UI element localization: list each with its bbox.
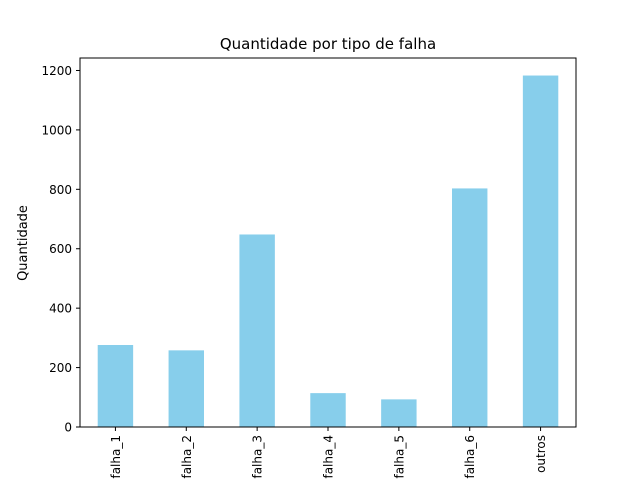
x-tick-label: falha_4: [322, 435, 336, 479]
x-tick-label: outros: [534, 435, 548, 473]
y-tick-label: 1200: [41, 64, 72, 78]
y-tick-label: 400: [49, 302, 72, 316]
x-tick-label: falha_1: [109, 435, 123, 479]
axes-frame: [79, 57, 577, 428]
y-tick-label: 200: [49, 361, 72, 375]
y-tick-label: 0: [64, 421, 72, 435]
bar: [381, 399, 417, 427]
bar: [310, 393, 346, 427]
y-tick-label: 600: [49, 242, 72, 256]
bar: [522, 75, 559, 427]
plot-area: 0 200 400 600 800 1000 1200 falha_1 falha_2 falha…: [41, 57, 577, 479]
x-tick-label: falha_5: [392, 435, 406, 479]
x-tick-label: falha_3: [251, 435, 265, 479]
bar: [168, 350, 204, 427]
y-tick-label: 800: [49, 183, 72, 197]
x-tick-label: falha_6: [463, 435, 477, 479]
y-axis-label: Quantidade: [16, 205, 31, 281]
bar: [97, 345, 134, 427]
bar: [239, 234, 275, 427]
y-tick-label: 1000: [41, 123, 72, 137]
chart-title: Quantidade por tipo de falha: [220, 35, 436, 53]
x-tick-label: falha_2: [180, 435, 194, 479]
bar: [452, 188, 488, 427]
